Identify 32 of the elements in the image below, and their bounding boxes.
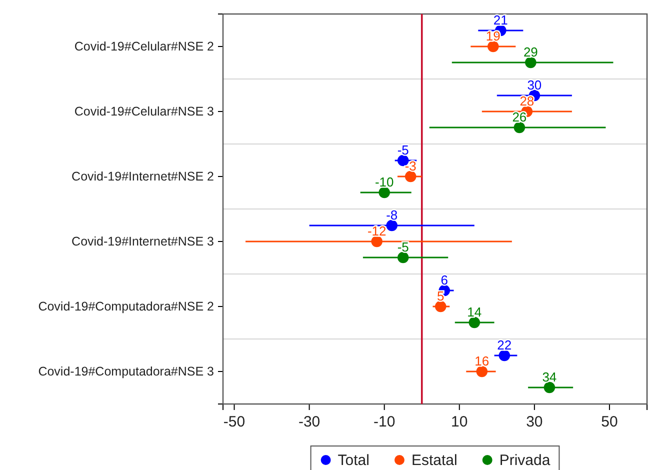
legend-label: Privada bbox=[499, 452, 551, 469]
x-tick-label: -30 bbox=[298, 414, 320, 431]
y-tick-label: Covid-19#Celular#NSE 2 bbox=[74, 40, 214, 54]
data-label: -5 bbox=[397, 142, 409, 158]
y-tick-label: Covid-19#Computadora#NSE 3 bbox=[38, 364, 214, 378]
x-tick-label: -50 bbox=[223, 414, 246, 431]
data-label: 28 bbox=[520, 94, 534, 108]
data-label: -5 bbox=[397, 240, 409, 254]
y-tick-label: Covid-19#Internet#NSE 2 bbox=[72, 170, 214, 184]
x-tick-label: 30 bbox=[526, 414, 543, 431]
data-label: -8 bbox=[386, 208, 398, 222]
x-tick-label: -10 bbox=[374, 414, 396, 431]
data-label: -12 bbox=[367, 224, 386, 238]
y-tick-label: Covid-19#Internet#NSE 3 bbox=[72, 234, 214, 248]
legend-label: Estatal bbox=[411, 452, 458, 469]
y-tick-label: Covid-19#Celular#NSE 3 bbox=[74, 104, 214, 118]
x-tick-label: 50 bbox=[601, 414, 618, 431]
data-label: 21 bbox=[493, 12, 508, 28]
data-label: 22 bbox=[497, 338, 512, 352]
data-label: 29 bbox=[523, 44, 538, 60]
legend-label: Total bbox=[338, 452, 370, 469]
data-label: 14 bbox=[467, 304, 482, 320]
data-label: -3 bbox=[404, 158, 416, 174]
data-label: 34 bbox=[542, 370, 557, 384]
x-tick-label: 10 bbox=[451, 414, 468, 431]
data-label: 19 bbox=[486, 28, 500, 44]
data-label: 30 bbox=[527, 78, 542, 92]
y-tick-label: Covid-19#Computadora#NSE 2 bbox=[38, 300, 214, 314]
data-label: 16 bbox=[474, 354, 490, 368]
data-label: -10 bbox=[374, 174, 394, 190]
data-label: 6 bbox=[440, 272, 448, 288]
data-label: 26 bbox=[512, 110, 527, 124]
